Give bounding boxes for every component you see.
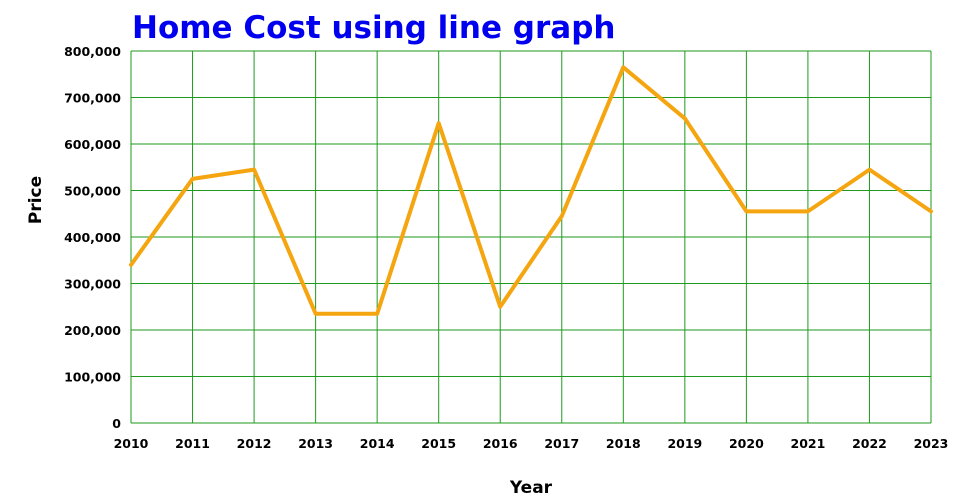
x-axis-title: Year: [509, 478, 553, 498]
x-tick-label: 2011: [175, 436, 210, 451]
y-tick-label: 500,000: [64, 184, 121, 199]
series-line: [129, 65, 933, 316]
x-tick-label: 2022: [852, 436, 887, 451]
y-tick-label: 300,000: [64, 277, 121, 292]
x-tick-label: 2010: [114, 436, 149, 451]
y-axis-ticks: 0 100,000 200,000 300,000 400,000 500,000 600,…: [64, 44, 121, 431]
y-tick-label: 700,000: [64, 91, 121, 106]
x-tick-label: 2012: [237, 436, 272, 451]
y-tick-label: 100,000: [64, 370, 121, 385]
x-tick-label: 2016: [483, 436, 518, 451]
y-tick-label: 400,000: [64, 230, 121, 245]
y-tick-label: 200,000: [64, 323, 121, 338]
y-tick-label: 600,000: [64, 137, 121, 152]
x-axis-ticks: 2010 2011 2012 2013 2014 2015 2016 2017 2018 2019…: [114, 436, 949, 451]
grid: [130, 50, 932, 424]
x-tick-label: 2018: [606, 436, 641, 451]
y-axis-title: Price: [26, 176, 46, 224]
x-tick-label: 2014: [360, 436, 395, 451]
x-tick-label: 2015: [421, 436, 456, 451]
x-tick-label: 2019: [667, 436, 702, 451]
y-tick-label: 0: [112, 416, 121, 431]
x-tick-label: 2020: [729, 436, 764, 451]
x-tick-label: 2013: [298, 436, 333, 451]
x-tick-label: 2021: [791, 436, 826, 451]
x-tick-label: 2017: [544, 436, 579, 451]
x-tick-label: 2023: [914, 436, 949, 451]
series-group: [129, 65, 933, 316]
chart-title: Home Cost using line graph: [132, 10, 616, 46]
y-tick-label: 800,000: [64, 44, 121, 59]
